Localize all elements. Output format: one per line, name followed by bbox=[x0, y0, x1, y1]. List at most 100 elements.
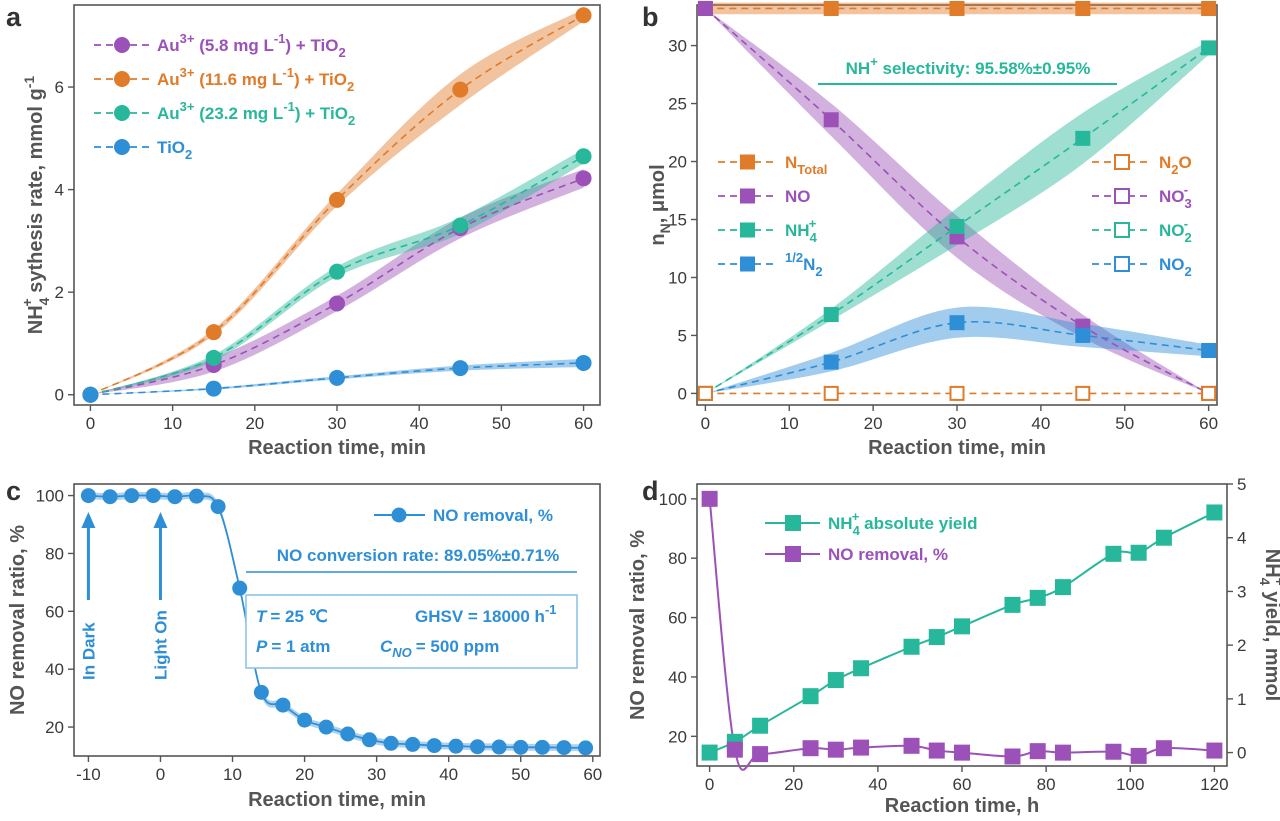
panel-a-point bbox=[575, 148, 592, 165]
panel-b-point bbox=[823, 0, 839, 16]
panel-a-legend: Au3+ (5.8 mg L-1) + TiO2 Au3+ (11.6 mg L-… bbox=[94, 31, 355, 162]
panel-d-xtick-label: 20 bbox=[784, 775, 803, 794]
panel-a-point bbox=[205, 349, 222, 366]
panel-a-xlabel: Reaction time, min bbox=[248, 437, 426, 459]
panel-a-point bbox=[329, 369, 345, 386]
panel-d-point bbox=[827, 672, 844, 689]
panel-d-xtick-label: 80 bbox=[1037, 775, 1056, 794]
panel-c-point bbox=[556, 740, 572, 756]
panel-d-point bbox=[1130, 544, 1147, 561]
panel-d-point bbox=[802, 688, 819, 705]
panel-a-legend-label: Au3+ (5.8 mg L-1) + TiO2 bbox=[157, 31, 346, 60]
panel-c-point bbox=[275, 697, 291, 713]
panel-b-legend-marker bbox=[740, 154, 755, 170]
panel-b-point bbox=[697, 0, 713, 16]
panel-c-point bbox=[253, 684, 269, 700]
panel-a-legend-marker bbox=[114, 105, 130, 121]
panel-b-xlabel: Reaction time, min bbox=[868, 437, 1046, 459]
panel-c-ytick-label: 20 bbox=[45, 718, 64, 737]
panel-c-ytick-label: 40 bbox=[45, 660, 64, 679]
panel-d-point bbox=[903, 638, 920, 655]
panel-c-letter: c bbox=[6, 476, 21, 506]
panel-d-point bbox=[726, 741, 743, 758]
panel-a-ylabel: NH4+ sythesis rate, mmol g-1 bbox=[19, 76, 52, 335]
panel-b-legend: NTotal NO NH4+ 1/2N2 N2O NO3- NO2- NO2 bbox=[718, 153, 1192, 279]
panel-b-point bbox=[823, 354, 839, 370]
panel-c-xtick-label: 40 bbox=[439, 765, 458, 784]
panel-c-condition-pressure: P = 1 atm bbox=[256, 637, 330, 656]
panel-d-point bbox=[853, 739, 870, 756]
panel-c-point bbox=[102, 489, 118, 505]
panel-d-point bbox=[1029, 589, 1046, 606]
panel-c-legend-label: NO removal, % bbox=[433, 506, 553, 525]
panel-d-ytick-right-label: 4 bbox=[1237, 529, 1246, 548]
panel-a-line-3 bbox=[90, 362, 584, 396]
panel-b-point bbox=[1075, 385, 1091, 401]
panel-a-point bbox=[329, 295, 345, 312]
panel-d-point bbox=[954, 618, 970, 635]
panel-c-point bbox=[80, 488, 96, 504]
panel-a-ytick-label: 2 bbox=[55, 283, 64, 302]
panel-c-arrowhead bbox=[153, 512, 168, 528]
panel-a-point bbox=[82, 386, 99, 403]
panel-c-xtick-label: -10 bbox=[76, 765, 101, 784]
panel-c-ytick-label: 100 bbox=[36, 487, 64, 506]
panel-c-xtick-label: 10 bbox=[223, 765, 242, 784]
panel-b-point bbox=[697, 385, 713, 401]
panel-a-legend-label: Au3+ (11.6 mg L-1) + TiO2 bbox=[157, 65, 354, 94]
panel-b-legend-marker bbox=[1114, 222, 1130, 238]
panel-a-legend-label: TiO2 bbox=[157, 138, 192, 162]
panel-d-point bbox=[1054, 744, 1071, 761]
panel-d-legend-label: NO removal, % bbox=[828, 545, 948, 564]
panel-c-point bbox=[297, 712, 313, 728]
panel-c-condition-ghsv: GHSV = 18000 h-1 bbox=[415, 602, 557, 626]
panel-d-point bbox=[1105, 743, 1122, 760]
panel-c-point bbox=[513, 739, 529, 755]
panel-d-ylabel: NO removal ratio, % bbox=[627, 530, 649, 720]
panel-d-point bbox=[802, 740, 819, 757]
panel-b-legend-label: NO2- bbox=[1159, 216, 1192, 245]
panel-d-point bbox=[701, 744, 718, 761]
panel-b-point bbox=[949, 218, 965, 234]
panel-c-point bbox=[340, 726, 356, 742]
panel-c-point bbox=[210, 499, 226, 515]
panel-c-xtick-label: 50 bbox=[511, 765, 530, 784]
panel-d-ytick-right-label: 0 bbox=[1237, 744, 1246, 763]
panel-a-ytick-label: 6 bbox=[55, 78, 64, 97]
panel-c-point bbox=[318, 719, 334, 735]
panel-c-legend-marker bbox=[391, 507, 407, 523]
panel-d-point bbox=[1155, 740, 1172, 757]
panel-d-ytick-label: 80 bbox=[668, 549, 687, 568]
panel-d-ytick-label: 40 bbox=[668, 668, 687, 687]
panel-b-legend-label: NH4+ bbox=[785, 216, 818, 245]
panel-b-point bbox=[1201, 0, 1217, 16]
panel-c-xtick-label: 20 bbox=[295, 765, 314, 784]
panel-a-point bbox=[575, 354, 592, 371]
panel-b-ytick-label: 5 bbox=[678, 326, 687, 345]
panel-a-point bbox=[575, 170, 592, 187]
panel-b-point bbox=[949, 315, 965, 331]
panel-d-point bbox=[928, 742, 945, 759]
panel-d-point bbox=[1206, 504, 1223, 521]
panel-d-point bbox=[1004, 748, 1021, 765]
panel-d-xtick-label: 100 bbox=[1116, 775, 1144, 794]
panel-a-ytick-label: 4 bbox=[55, 181, 64, 200]
panel-a-xtick-label: 0 bbox=[86, 414, 95, 433]
panel-a-point bbox=[575, 7, 592, 24]
panel-b-legend-label: NO3- bbox=[1159, 182, 1192, 211]
panel-a-point bbox=[329, 263, 345, 280]
panel-a-xtick-label: 30 bbox=[328, 414, 347, 433]
panel-d-xlabel: Reaction time, h bbox=[885, 795, 1039, 817]
panel-d-point bbox=[928, 629, 945, 646]
panel-c-conditions-box bbox=[245, 594, 578, 669]
panel-b-point bbox=[823, 112, 839, 128]
panel-b-ytick-label: 15 bbox=[668, 210, 687, 229]
panel-b-letter: b bbox=[642, 2, 659, 32]
panel-b-xtick-label: 30 bbox=[948, 414, 967, 433]
panel-a-xtick-label: 20 bbox=[245, 414, 264, 433]
panel-c-point bbox=[361, 732, 377, 748]
panel-b-legend-label: NO2 bbox=[1159, 255, 1192, 279]
panel-b-point bbox=[1075, 130, 1091, 146]
panel-a-point bbox=[205, 324, 222, 341]
